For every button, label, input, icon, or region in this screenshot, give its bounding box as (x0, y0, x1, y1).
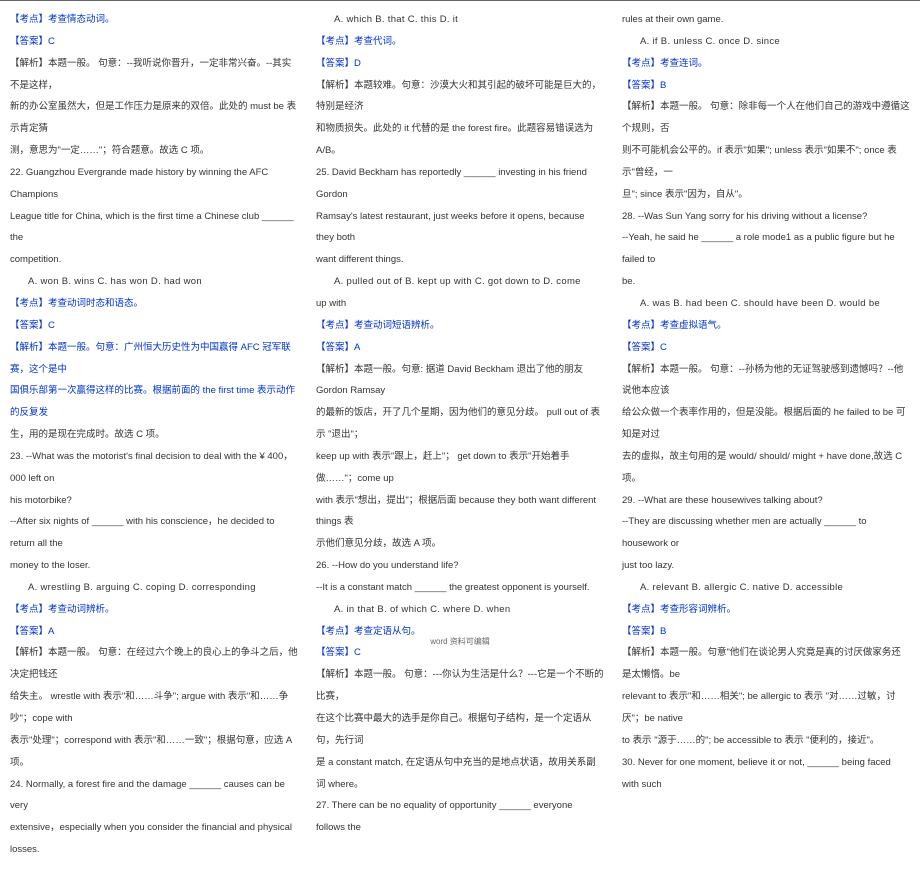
text-line: 【考点】考查代词。 (316, 31, 604, 53)
text-line: 24. Normally, a forest fire and the dama… (10, 774, 298, 818)
text-line: relevant to 表示"和……相关"; be allergic to 表示… (622, 686, 910, 730)
text-line: 【考点】考查形容词辨析。 (622, 599, 910, 621)
column-middle: A. which B. that C. this D. it【考点】考查代词。【… (316, 9, 604, 861)
text-line: keep up with 表示"跟上，赶上"； get down to 表示"开… (316, 446, 604, 490)
text-line: be. (622, 271, 910, 293)
text-line: --After six nights of ______ with his co… (10, 511, 298, 555)
text-line: 【答案】C (10, 31, 298, 53)
text-line: 则不可能机会公平的。if 表示"如果"; unless 表示"如果不"; onc… (622, 140, 910, 184)
text-line: 是 a constant match, 在定语从句中充当的是地点状语，故用关系副… (316, 752, 604, 796)
text-line: 【答案】C (10, 315, 298, 337)
text-line: 生，用的是现在完成时。故选 C 项。 (10, 424, 298, 446)
text-line: 29. --What are these housewives talking … (622, 490, 910, 512)
text-line: --It is a constant match ______ the grea… (316, 577, 604, 599)
text-line: 【解析】本题一般。 句意：--我听说你晋升，一定非常兴奋。--其实不是这样， (10, 53, 298, 97)
text-line: 【解析】本题一般。 句意：---你认为生活是什么？---它是一个不断的比赛， (316, 664, 604, 708)
text-line: just too lazy. (622, 555, 910, 577)
text-line: 【考点】考查虚拟语气。 (622, 315, 910, 337)
text-line: Ramsay's latest restaurant, just weeks b… (316, 206, 604, 250)
text-line: with 表示"想出，提出"；根据后面 because they both wa… (316, 490, 604, 534)
text-line: --Yeah, he said he ______ a role mode1 a… (622, 227, 910, 271)
text-line: 25. David Beckham has reportedly ______ … (316, 162, 604, 206)
text-line: 国俱乐部第一次赢得这样的比赛。根据前面的 the first time 表示动作… (10, 380, 298, 424)
page-footer: word 资料可编辑 (0, 636, 920, 647)
text-line: want different things. (316, 249, 604, 271)
text-line: 旦"; since 表示"因为，自从"。 (622, 184, 910, 206)
text-line: 【答案】C (622, 337, 910, 359)
text-line: 【答案】A (316, 337, 604, 359)
text-line: to 表示 "源于……的"; be accessible to 表示 "便利的，… (622, 730, 910, 752)
text-line: his motorbike? (10, 490, 298, 512)
text-line: 【考点】考查动词辨析。 (10, 599, 298, 621)
text-line: A. in that B. of which C. where D. when (316, 599, 604, 621)
text-line: 【考点】考查连词。 (622, 53, 910, 75)
text-line: 在这个比赛中最大的选手是你自己。根据句子结构，是一个定语从句，先行词 (316, 708, 604, 752)
page-container: 【考点】考查情态动词。【答案】C【解析】本题一般。 句意：--我听说你晋升，一定… (0, 0, 920, 869)
text-line: 28. --Was Sun Yang sorry for his driving… (622, 206, 910, 228)
text-line: 【解析】本题较难。句意：沙漠大火和其引起的破坏可能是巨大的，特别是经济 (316, 75, 604, 119)
text-line: 示他们意见分歧，故选 A 项。 (316, 533, 604, 555)
text-line: 【解析】本题一般。句意: 据道 David Beckham 退出了他的朋友 Go… (316, 359, 604, 403)
text-line: 30. Never for one moment, believe it or … (622, 752, 910, 796)
text-line: 22. Guangzhou Evergrande made history by… (10, 162, 298, 206)
text-line: 27. There can be no equality of opportun… (316, 795, 604, 839)
text-line: up with (316, 293, 604, 315)
text-line: 【考点】考查情态动词。 (10, 9, 298, 31)
text-line: 【考点】考查动词短语辨析。 (316, 315, 604, 337)
text-line: extensive，especially when you consider t… (10, 817, 298, 861)
text-line: rules at their own game. (622, 9, 910, 31)
text-line: 的最新的饭店，开了几个星期，因为他们的意见分歧。 pull out of 表示 … (316, 402, 604, 446)
text-line: 【解析】本题一般。 句意：在经过六个晚上的良心上的争斗之后，他决定把钱还 (10, 642, 298, 686)
text-line: A. if B. unless C. once D. since (622, 31, 910, 53)
column-right: rules at their own game.A. if B. unless … (622, 9, 910, 861)
text-line: competition. (10, 249, 298, 271)
text-line: A. was B. had been C. should have been D… (622, 293, 910, 315)
text-line: 【答案】B (622, 75, 910, 97)
text-line: 23. --What was the motorist's final deci… (10, 446, 298, 490)
text-line: A. pulled out of B. kept up with C. got … (316, 271, 604, 293)
text-line: 26. --How do you understand life? (316, 555, 604, 577)
text-line: League title for China, which is the fir… (10, 206, 298, 250)
text-line: 测，意思为"一定……"；符合题意。故选 C 项。 (10, 140, 298, 162)
column-left: 【考点】考查情态动词。【答案】C【解析】本题一般。 句意：--我听说你晋升，一定… (10, 9, 298, 861)
text-line: 【答案】D (316, 53, 604, 75)
text-line: 和物质损失。此处的 it 代替的是 the forest fire。此题容易错误… (316, 118, 604, 162)
text-line: 【解析】本题一般。 句意：除非每一个人在他们自己的游戏中遵循这个规则，否 (622, 96, 910, 140)
text-line: A. which B. that C. this D. it (316, 9, 604, 31)
text-line: --They are discussing whether men are ac… (622, 511, 910, 555)
text-line: 给公众做一个表率作用的，但是没能。根据后面的 he failed to be 可… (622, 402, 910, 446)
text-line: A. relevant B. allergic C. native D. acc… (622, 577, 910, 599)
text-line: 新的办公室虽然大，但是工作压力是原来的双倍。此处的 must be 表示肯定猜 (10, 96, 298, 140)
text-line: 【解析】本题一般。 句意：--孙杨为他的无证驾驶感到遗憾吗？--他说他本应该 (622, 359, 910, 403)
text-line: 给失主。 wrestle with 表示"和……斗争"; argue with … (10, 686, 298, 730)
text-line: A. won B. wins C. has won D. had won (10, 271, 298, 293)
text-line: 【解析】本题一般。句意"他们在谈论男人究竟是真的讨厌做家务还是太懒惰。be (622, 642, 910, 686)
text-line: A. wrestling B. arguing C. coping D. cor… (10, 577, 298, 599)
text-line: 【考点】考查动词时态和语态。 (10, 293, 298, 315)
text-line: 表示"处理"；correspond with 表示"和……一致"；根据句意，应选… (10, 730, 298, 774)
text-line: money to the loser. (10, 555, 298, 577)
text-line: 【解析】本题一般。句意：广州恒大历史性为中国赢得 AFC 冠军联赛，这个是中 (10, 337, 298, 381)
text-line: 去的虚拟，故主句用的是 would/ should/ might + have … (622, 446, 910, 490)
